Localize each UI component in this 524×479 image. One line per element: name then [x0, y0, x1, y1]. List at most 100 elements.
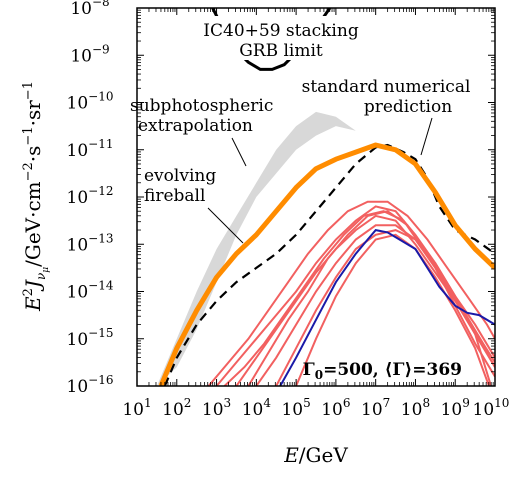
x-tick-label: 105: [281, 396, 310, 420]
y-tick-exp: −16: [88, 373, 113, 387]
annotation-parameters: Γ0=500, ⟨Γ⟩=369: [303, 360, 462, 382]
annotation-evolving-line1: evolving: [144, 166, 216, 186]
x-tick-base: 10: [202, 400, 224, 420]
y-tick-base: 10: [67, 141, 89, 161]
x-tick-exp: 9: [462, 396, 470, 410]
param-gamma0-value: =500,: [323, 360, 385, 380]
numerical-prediction-curve: [163, 143, 495, 386]
annotation-subphoto-line2: extrapolation: [138, 116, 253, 136]
annotation-subphoto-pointer: [231, 137, 247, 167]
y-tick-exp: −12: [88, 184, 113, 198]
x-tick-exp: 2: [184, 396, 192, 410]
y-axis-unit-2: ·s: [21, 146, 45, 163]
y-axis-sub-nu: ν: [34, 273, 48, 280]
evolving-fireball-curve: [158, 142, 495, 386]
y-tick-exp: −11: [88, 137, 113, 151]
y-axis-j: J: [21, 279, 45, 292]
y-axis-sub-mu: μ: [41, 267, 51, 273]
blue-burst-curve: [279, 229, 495, 386]
y-axis-unit-1: /GeV·cm: [21, 181, 45, 267]
x-tick-label: 109: [441, 396, 470, 420]
x-tick-base: 10: [321, 400, 343, 420]
y-axis-exp-2: −1: [21, 126, 36, 145]
x-tick-label: 107: [361, 396, 390, 420]
y-tick-label: 10−10: [67, 90, 114, 114]
data-layer: [156, 8, 495, 386]
subphotospheric-band: [156, 111, 495, 386]
x-tick-base: 10: [242, 400, 264, 420]
y-tick-exp: −14: [88, 279, 114, 293]
annotation-evolving-fireball: evolving fireball: [144, 166, 244, 244]
annotation-stacking-bg: [194, 16, 368, 60]
x-tick-label: 106: [321, 396, 350, 420]
x-tick-exp: 8: [422, 396, 430, 410]
burst-curve-7: [295, 233, 490, 386]
x-tick-exp: 5: [303, 396, 311, 410]
y-tick-base: 10: [67, 283, 89, 303]
annotation-evolving-pointer: [207, 207, 244, 244]
y-tick-base: 10: [70, 46, 92, 66]
y-axis-unit-3: ·sr: [21, 100, 45, 127]
annotation-stacking-line1: IC40+59 stacking: [203, 21, 359, 41]
y-tick-label: 10−14: [67, 279, 114, 303]
y-axis-title: E2Jνμ/GeV·cm−2·s−1·sr−1: [21, 81, 51, 312]
annotation-stacking-line2: GRB limit: [239, 41, 323, 61]
x-tick-base: 10: [361, 400, 383, 420]
y-tick-base: 10: [67, 377, 89, 397]
x-tick-base: 10: [281, 400, 303, 420]
y-tick-label: 10−12: [67, 184, 114, 208]
x-tick-label: 108: [401, 396, 430, 420]
y-tick-base: 10: [67, 235, 89, 255]
annotation-numerical-line2: prediction: [364, 97, 452, 117]
y-tick-labels: 10−810−910−1010−1110−1210−1310−1410−1510…: [67, 0, 114, 397]
annotation-evolving-line2: fireball: [144, 186, 205, 206]
annotation-numerical-prediction: standard numerical prediction: [302, 77, 471, 156]
param-gamma0-sub: 0: [315, 368, 323, 382]
y-axis-sup: 2: [21, 288, 36, 296]
x-tick-exp: 6: [343, 396, 351, 410]
y-tick-exp: −13: [88, 231, 113, 245]
burst-curve-6: [247, 210, 495, 386]
x-tick-label: 103: [202, 396, 231, 420]
x-tick-label: 102: [162, 396, 191, 420]
y-tick-label: 10−13: [67, 231, 114, 255]
x-tick-base: 10: [162, 400, 184, 420]
x-tick-exp: 4: [263, 396, 271, 410]
annotation-stacking-limit: IC40+59 stacking GRB limit: [194, 16, 368, 61]
x-tick-labels: 101 102 103 104 105 106 107 108 109 1010: [122, 396, 509, 420]
x-tick-base: 10: [473, 400, 495, 420]
x-tick-base: 10: [441, 400, 463, 420]
x-tick-exp: 3: [224, 396, 232, 410]
annotation-numerical-pointer: [420, 117, 433, 156]
y-tick-exp: −10: [88, 90, 113, 104]
y-tick-label: 10−15: [67, 326, 114, 350]
y-axis-prefix: E: [21, 296, 45, 312]
y-tick-exp: −8: [92, 0, 110, 9]
y-tick-exp: −9: [92, 42, 110, 56]
y-axis-exp-3: −1: [21, 81, 36, 100]
x-axis-title: E/GeV: [283, 443, 348, 467]
x-tick-exp: 1: [144, 396, 152, 410]
param-gamma-avg: ⟨Γ⟩: [385, 360, 413, 380]
annotation-subphotospheric: subphotospheric extrapolation: [130, 96, 273, 167]
y-tick-base: 10: [67, 188, 89, 208]
x-tick-base: 10: [122, 400, 144, 420]
x-tick-base: 10: [401, 400, 423, 420]
x-tick-exp: 10: [494, 396, 509, 410]
ticks-layer: [136, 7, 496, 387]
burst-curve-8: [207, 200, 495, 386]
param-gamma0: Γ: [303, 360, 315, 380]
param-gamma-avg-value: =369: [412, 360, 462, 380]
y-tick-label: 10−8: [70, 0, 109, 19]
annotation-numerical-line1: standard numerical: [302, 77, 471, 97]
y-tick-label: 10−16: [67, 373, 114, 397]
x-tick-label: 1010: [473, 396, 510, 420]
y-tick-base: 10: [67, 94, 89, 114]
x-tick-label: 101: [122, 396, 151, 420]
y-axis-exp-1: −2: [21, 162, 36, 181]
y-tick-exp: −15: [88, 326, 113, 340]
x-axis-var: E: [283, 443, 299, 467]
y-tick-base: 10: [70, 0, 92, 19]
x-axis-unit: /GeV: [299, 443, 349, 467]
